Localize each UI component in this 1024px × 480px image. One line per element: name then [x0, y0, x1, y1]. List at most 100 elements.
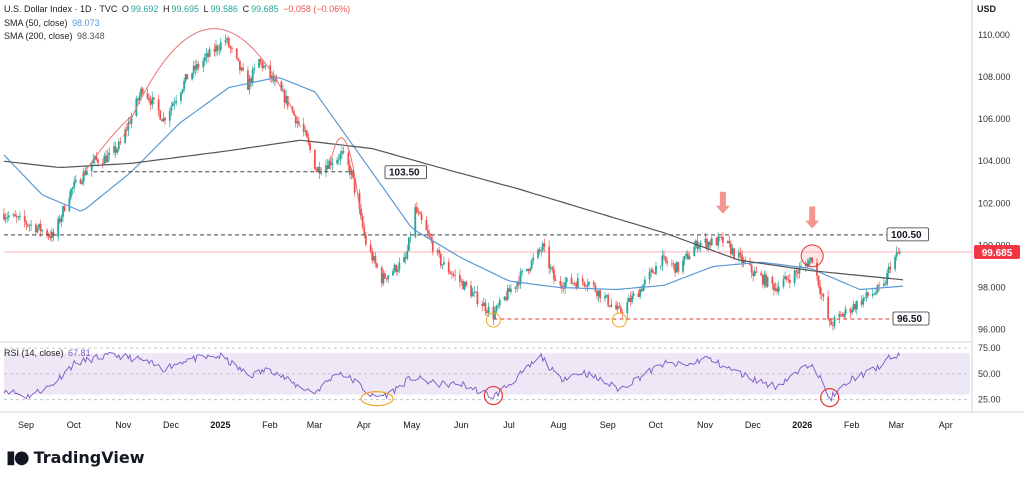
candle-body-399	[894, 256, 896, 270]
candle-body-242	[541, 243, 544, 251]
candle-body-46	[105, 155, 107, 163]
candle-body-264	[592, 282, 595, 286]
candle-body-238	[532, 257, 535, 261]
candle-body-2	[6, 217, 9, 218]
candle-body-340	[761, 275, 764, 285]
candle-body-105	[237, 58, 240, 61]
candle-body-190	[427, 230, 429, 234]
rsi-line	[3, 351, 901, 403]
candle-body-107	[240, 67, 243, 71]
candle-body-131	[294, 115, 297, 124]
header-line-ohlc: U.S. Dollar Index · 1D · TVC O 99.692 H 99…	[4, 4, 352, 14]
candle-body-19	[46, 230, 48, 236]
candle-body-367	[820, 293, 823, 295]
candle-body-81	[183, 81, 186, 90]
candle-body-177	[396, 269, 399, 273]
candle-body-73	[164, 117, 166, 121]
candle-body-280	[627, 297, 630, 303]
candle-body-392	[876, 285, 879, 293]
candle-body-92	[207, 53, 209, 57]
candle-body-297	[664, 256, 667, 261]
candle-body-323	[722, 236, 724, 243]
down-arrow-0	[715, 191, 730, 214]
candle-body-14	[34, 224, 37, 233]
time-tick-label-12: Sep	[600, 420, 616, 430]
candle-body-171	[384, 273, 386, 279]
candle-body-29	[68, 197, 71, 211]
candle-body-331	[741, 254, 743, 264]
candle-body-276	[618, 306, 621, 308]
candle-body-360	[806, 263, 809, 267]
candle-body-225	[505, 296, 508, 300]
candle-body-16	[38, 223, 40, 228]
candle-body-383	[855, 300, 858, 310]
candle-body-48	[108, 152, 111, 156]
candle-body-309	[693, 246, 696, 257]
candle-body-316	[707, 241, 710, 248]
candle-body-243	[543, 243, 546, 247]
candle-body-338	[755, 271, 758, 273]
candle-body-393	[878, 285, 881, 287]
candle-body-388	[867, 292, 869, 296]
candle-body-298	[666, 260, 669, 264]
candle-body-377	[843, 313, 845, 317]
candle-body-30	[70, 189, 72, 198]
candle-body-164	[369, 244, 372, 252]
candle-body-300	[672, 263, 675, 265]
candle-body-49	[113, 146, 115, 153]
candle-body-22	[50, 231, 53, 239]
candle-body-372	[832, 324, 834, 326]
candle-body-339	[760, 272, 763, 276]
time-tick-label-8: May	[403, 420, 421, 430]
candle-body-245	[549, 267, 552, 269]
candle-body-38	[85, 171, 88, 175]
candle-body-381	[852, 304, 855, 311]
price-tick-label-2: 106.000	[978, 114, 1011, 124]
candle-body-314	[704, 238, 707, 243]
candle-body-70	[159, 110, 162, 120]
candle-body-137	[307, 137, 310, 143]
candle-body-32	[73, 182, 76, 188]
candle-body-376	[841, 314, 844, 317]
candle-body-319	[715, 238, 718, 246]
candle-body-387	[865, 292, 868, 298]
price-tick-label-1: 108.000	[978, 72, 1011, 82]
candle-body-78	[175, 100, 178, 103]
candle-body-101	[227, 38, 230, 47]
candle-body-153	[342, 151, 345, 153]
candle-body-212	[474, 291, 477, 293]
candle-body-278	[621, 312, 624, 314]
candle-body-21	[49, 236, 52, 239]
candle-body-335	[750, 264, 753, 273]
time-tick-label-9: Jun	[454, 420, 469, 430]
candle-body-223	[498, 299, 501, 306]
candle-body-116	[261, 61, 264, 68]
candle-body-110	[248, 78, 251, 90]
candle-body-230	[516, 281, 519, 287]
candle-body-305	[683, 256, 686, 261]
candle-body-159	[358, 192, 361, 209]
tradingview-logo[interactable]: ▮● TradingView	[6, 446, 144, 468]
candle-body-258	[576, 278, 579, 288]
candle-body-246	[551, 267, 554, 270]
candle-body-102	[229, 46, 232, 49]
candle-body-136	[305, 130, 308, 138]
time-tick-label-4: 2025	[210, 420, 230, 430]
candle-body-227	[508, 288, 511, 292]
candle-body-232	[519, 272, 522, 285]
candle-body-76	[172, 103, 174, 107]
candle-body-20	[47, 235, 50, 237]
candle-body-175	[393, 264, 396, 272]
candle-body-95	[215, 45, 217, 52]
candle-body-26	[60, 216, 63, 223]
candle-body-112	[251, 69, 254, 83]
candle-body-328	[733, 248, 735, 258]
candle-body-91	[205, 53, 208, 58]
candle-body-56	[127, 122, 130, 131]
ohlc-l-value: 99.586	[210, 4, 239, 14]
candle-body-208	[465, 281, 468, 286]
candle-body-320	[717, 236, 720, 246]
candle-body-303	[677, 262, 680, 272]
candle-body-185	[415, 207, 418, 213]
